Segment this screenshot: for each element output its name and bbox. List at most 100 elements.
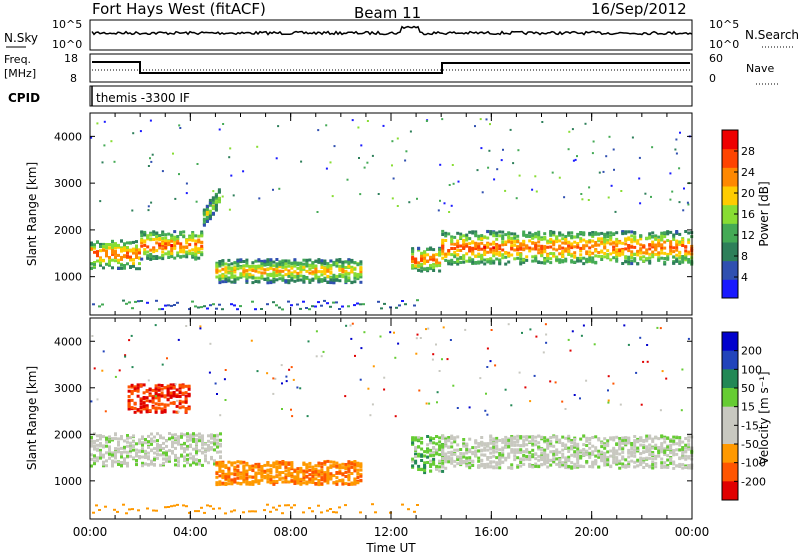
range-gate-cell [359, 474, 363, 478]
range-gate-cell [236, 267, 240, 271]
range-gate-cell [201, 443, 204, 447]
range-gate-cell [528, 457, 532, 461]
range-gate-cell [420, 269, 424, 273]
range-gate-cell [651, 146, 654, 149]
range-gate-cell [127, 395, 131, 398]
range-gate-cell [426, 443, 430, 447]
range-gate-cell [329, 460, 333, 464]
range-gate-cell [584, 122, 587, 125]
range-gate-cell [438, 247, 442, 251]
range-gate-cell [161, 250, 165, 254]
range-gate-cell [126, 454, 129, 458]
range-gate-cell [314, 264, 318, 268]
range-gate-cell [359, 378, 362, 381]
range-gate-cell [161, 170, 164, 173]
range-gate-cell [558, 176, 561, 179]
range-gate-cell [409, 130, 412, 133]
range-gate-cell [513, 248, 517, 252]
range-gate-cell [600, 258, 604, 261]
range-gate-cell [391, 140, 394, 143]
range-gate-cell [495, 244, 499, 248]
range-gate-cell [359, 193, 362, 196]
range-gate-cell [489, 242, 493, 246]
range-gate-cell [93, 261, 96, 264]
range-gate-cell [140, 234, 144, 238]
range-gate-cell [426, 260, 430, 263]
range-gate-cell [638, 156, 641, 159]
range-gate-cell [585, 244, 589, 248]
range-gate-cell [459, 455, 463, 459]
range-gate-cell [663, 262, 667, 266]
range-gate-cell [266, 474, 270, 478]
range-gate-cell [631, 136, 634, 139]
range-gate-cell [495, 461, 499, 465]
range-gate-cell [191, 231, 195, 234]
range-gate-cell [462, 246, 466, 250]
range-gate-cell [591, 462, 595, 465]
range-gate-cell [549, 240, 553, 244]
range-gate-cell [188, 243, 192, 247]
range-gate-cell [102, 243, 105, 247]
colorbar-swatch [722, 242, 738, 262]
range-gate-cell [657, 251, 661, 255]
range-gate-cell [161, 363, 164, 366]
range-gate-cell [181, 405, 185, 409]
range-gate-cell [227, 460, 231, 464]
range-gate-cell [663, 246, 667, 250]
range-gate-cell [630, 250, 634, 254]
range-gate-cell [242, 267, 246, 271]
range-gate-cell [108, 246, 111, 250]
range-gate-cell [609, 231, 613, 235]
range-gate-cell [200, 244, 204, 248]
range-gate-cell [564, 466, 568, 470]
range-gate-cell [215, 461, 219, 465]
range-gate-cell [315, 330, 318, 333]
range-gate-cell [654, 461, 658, 465]
range-gate-cell [687, 250, 691, 254]
range-gate-cell [486, 465, 490, 469]
range-gate-cell [204, 454, 207, 458]
range-gate-cell [687, 435, 691, 439]
colorbar-swatch [722, 481, 738, 501]
range-gate-cell [344, 266, 348, 269]
range-gate-cell [513, 236, 517, 240]
range-gate-cell [594, 232, 598, 236]
range-gate-cell [245, 258, 249, 262]
range-gate-cell [453, 440, 457, 444]
range-gate-cell [507, 445, 511, 449]
range-gate-cell [272, 506, 275, 509]
range-gate-cell [651, 243, 655, 247]
range-gate-cell [678, 448, 682, 452]
range-gate-cell [516, 256, 520, 260]
range-gate-cell [573, 450, 577, 454]
colorbar-tick-label: 50 [741, 382, 755, 395]
range-gate-cell [195, 438, 198, 441]
range-gate-cell [335, 261, 339, 265]
range-gate-cell [531, 241, 535, 245]
range-gate-cell [144, 438, 147, 441]
range-gate-cell [663, 440, 667, 444]
range-gate-cell [543, 261, 547, 265]
range-gate-cell [489, 250, 493, 254]
range-gate-cell [525, 443, 529, 447]
range-gate-cell [441, 244, 445, 248]
range-gate-cell [176, 241, 180, 245]
range-gate-cell [576, 454, 580, 458]
range-gate-cell [290, 304, 293, 307]
range-gate-cell [435, 435, 439, 438]
range-gate-cell [219, 432, 222, 436]
range-gate-cell [534, 256, 538, 260]
range-gate-cell [633, 451, 637, 455]
range-gate-cell [627, 464, 631, 468]
range-gate-cell [250, 339, 253, 342]
range-gate-cell [248, 465, 252, 469]
range-gate-cell [512, 162, 515, 165]
range-gate-cell [180, 454, 183, 458]
range-gate-cell [285, 380, 288, 383]
range-gate-cell [174, 197, 177, 200]
range-gate-cell [278, 465, 282, 469]
range-gate-cell [630, 256, 634, 260]
range-gate-cell [468, 256, 472, 260]
range-gate-cell [474, 234, 478, 238]
